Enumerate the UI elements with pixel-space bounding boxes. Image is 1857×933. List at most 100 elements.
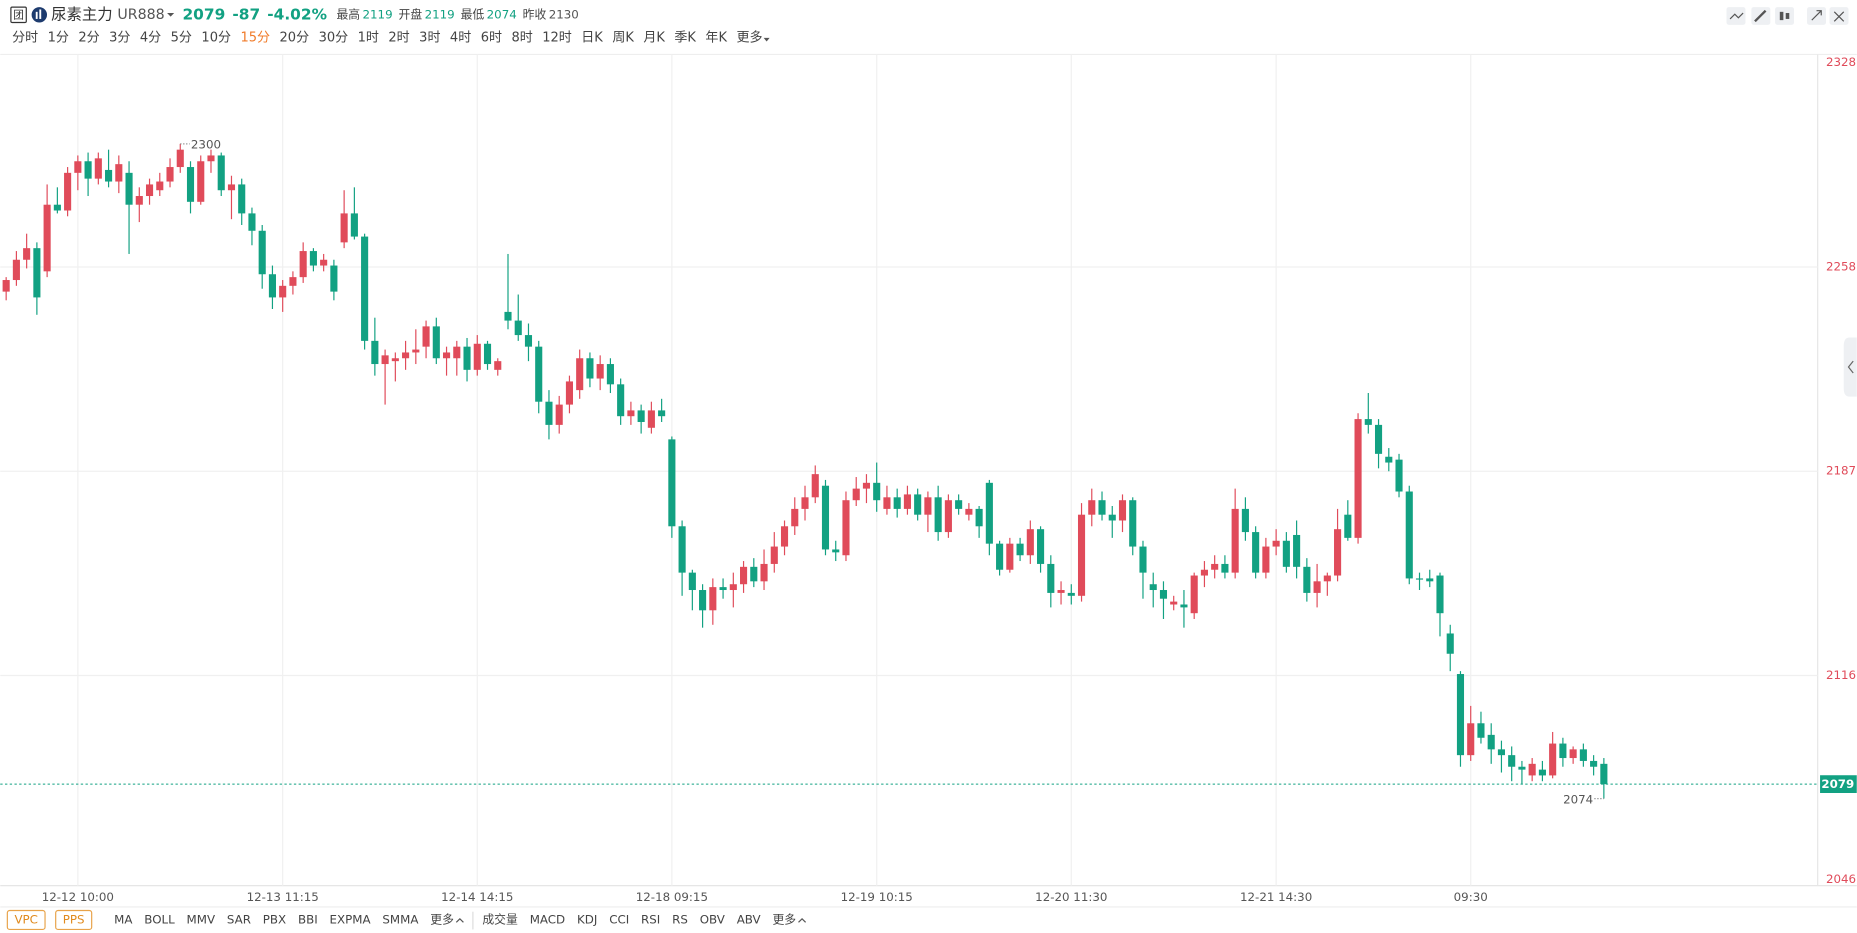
period-tab[interactable]: 30分 [319, 30, 349, 45]
period-tab[interactable]: 月K [643, 30, 665, 45]
main-indicator[interactable]: PPS [63, 912, 85, 926]
period-tab[interactable]: 6时 [481, 30, 502, 45]
more-caret[interactable] [455, 917, 464, 923]
period-tab[interactable]: 12时 [542, 30, 572, 45]
sub-indicator[interactable]: MACD [530, 912, 565, 926]
overlay-indicator[interactable]: SAR [227, 912, 251, 926]
candle-body [442, 352, 451, 359]
overlay-indicator[interactable]: PBX [263, 912, 286, 926]
candle-body [955, 500, 963, 509]
candle-body [821, 485, 830, 550]
candle-body [186, 167, 195, 202]
overlay-indicator[interactable]: EXPMA [330, 912, 371, 926]
sub-indicator[interactable]: 更多 [772, 912, 796, 926]
stat-value: 2119 [425, 7, 455, 21]
candle-body [1385, 456, 1393, 463]
last-price: 2079 [182, 5, 225, 23]
sub-indicator[interactable]: RSI [641, 912, 660, 926]
period-tab[interactable]: 15分 [240, 30, 270, 45]
tool-icon [1729, 12, 1744, 20]
candle-body [555, 404, 563, 425]
sub-indicator[interactable]: ABV [737, 912, 761, 926]
sub-indicator[interactable]: 成交量 [482, 912, 518, 926]
logo-bar [35, 11, 38, 19]
candle-body [1088, 500, 1096, 515]
stat-name: 最低 [461, 7, 485, 21]
period-tab[interactable]: 周K [612, 30, 634, 45]
candle-body [320, 259, 328, 266]
candle-body [1303, 566, 1311, 593]
candle-body [1487, 734, 1495, 750]
candle-body [740, 566, 748, 585]
overlay-indicator[interactable]: MA [114, 912, 132, 926]
period-tab[interactable]: 季K [674, 30, 696, 45]
period-tab[interactable]: 3分 [109, 30, 130, 45]
stat-name: 昨收 [523, 7, 547, 21]
period-tab[interactable]: 4时 [450, 30, 471, 45]
candle-body [1405, 491, 1413, 579]
candle-body [801, 497, 809, 509]
candle-body [1590, 760, 1598, 767]
main-indicator-box[interactable] [55, 909, 93, 931]
overlay-indicator[interactable]: SMMA [382, 912, 418, 926]
candle-body [903, 494, 911, 509]
more-caret[interactable] [763, 37, 770, 42]
candle-body [1077, 514, 1086, 596]
candle-body [33, 248, 41, 298]
overlay-indicator[interactable]: BOLL [144, 912, 175, 926]
sub-indicator[interactable]: KDJ [577, 912, 597, 926]
sub-indicator[interactable]: OBV [700, 912, 725, 926]
candle-body [1129, 500, 1137, 547]
sub-indicator[interactable]: CCI [609, 912, 629, 926]
period-tab[interactable]: 日K [581, 30, 603, 45]
candle-body [156, 181, 164, 191]
overlay-indicator[interactable]: MMV [187, 912, 216, 926]
candle-body [473, 343, 481, 370]
candle-body [176, 149, 184, 168]
period-tab[interactable]: 8时 [511, 30, 532, 45]
period-tab[interactable]: 分时 [12, 30, 38, 45]
period-tab[interactable]: 3时 [419, 30, 440, 45]
code-dropdown[interactable] [167, 13, 175, 17]
candle-body [412, 349, 420, 353]
period-tab[interactable]: 20分 [280, 30, 310, 45]
candle-body [811, 474, 819, 498]
candle-body [873, 482, 881, 501]
period-tab[interactable]: 更多 [736, 29, 762, 45]
candle-body [371, 340, 379, 365]
period-tab[interactable]: 年K [705, 30, 727, 45]
period-tab[interactable]: 1时 [358, 30, 379, 45]
overlay-indicator[interactable]: 更多 [430, 912, 454, 926]
overlay-indicator[interactable]: BBI [298, 912, 318, 926]
more-caret[interactable] [798, 917, 807, 923]
x-tick-label: 12-12 10:00 [42, 890, 114, 904]
y-tick-label: 2328 [1826, 55, 1856, 69]
main-indicator[interactable]: VPC [14, 912, 37, 926]
tool-button[interactable] [1775, 7, 1795, 25]
candle-body [1118, 500, 1127, 521]
period-tab[interactable]: 5分 [171, 30, 192, 45]
sub-indicator[interactable]: RS [672, 912, 688, 926]
y-tick-label: 2258 [1826, 259, 1856, 273]
candle-body [53, 204, 61, 211]
period-tab[interactable]: 4分 [140, 30, 161, 45]
side-panel-toggle[interactable] [1843, 337, 1857, 397]
candle-body [780, 526, 789, 547]
candle-body [1108, 514, 1116, 521]
last-price-label: 2079 [1821, 777, 1854, 791]
candle-body [1098, 500, 1106, 515]
period-tab[interactable]: 2时 [388, 30, 409, 45]
toolbar [1726, 7, 1849, 25]
x-tick-label: 12-20 11:30 [1035, 890, 1107, 904]
tool-icon [1785, 13, 1790, 19]
period-tab[interactable]: 1分 [48, 30, 69, 45]
candle-body [862, 482, 871, 489]
period-tab[interactable]: 10分 [201, 30, 231, 45]
main-indicator-box[interactable] [6, 909, 46, 931]
contract-code[interactable]: UR888 [117, 7, 164, 23]
period-tab[interactable]: 2分 [78, 30, 99, 45]
candle-body [1037, 529, 1045, 564]
app-icon[interactable] [10, 6, 27, 24]
candle-body [1446, 633, 1454, 654]
